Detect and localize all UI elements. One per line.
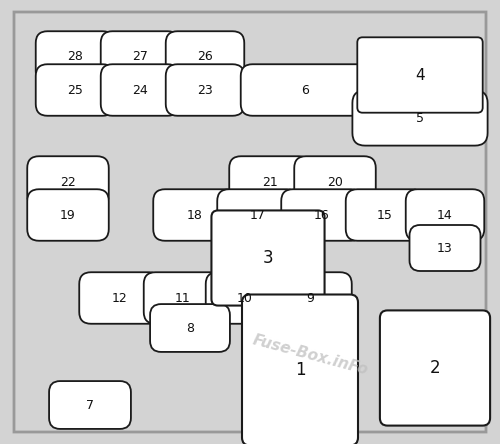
Text: 20: 20: [327, 175, 343, 189]
FancyBboxPatch shape: [150, 304, 230, 352]
FancyBboxPatch shape: [27, 156, 109, 208]
FancyBboxPatch shape: [242, 294, 358, 444]
FancyBboxPatch shape: [229, 156, 311, 208]
FancyBboxPatch shape: [49, 381, 131, 429]
FancyBboxPatch shape: [166, 31, 244, 83]
Text: 5: 5: [416, 111, 424, 124]
Text: 14: 14: [437, 209, 453, 222]
FancyBboxPatch shape: [27, 189, 109, 241]
Text: 17: 17: [250, 209, 266, 222]
FancyBboxPatch shape: [14, 12, 486, 432]
FancyBboxPatch shape: [346, 189, 424, 241]
FancyBboxPatch shape: [153, 189, 237, 241]
Text: 3: 3: [262, 249, 274, 267]
Text: 8: 8: [186, 321, 194, 334]
FancyBboxPatch shape: [206, 272, 284, 324]
Text: 11: 11: [175, 292, 191, 305]
Text: 18: 18: [187, 209, 203, 222]
Text: 21: 21: [262, 175, 278, 189]
Text: 7: 7: [86, 399, 94, 412]
FancyBboxPatch shape: [212, 210, 324, 305]
Text: 25: 25: [67, 83, 83, 96]
Text: 28: 28: [67, 51, 83, 63]
FancyBboxPatch shape: [217, 189, 299, 241]
FancyBboxPatch shape: [358, 37, 482, 113]
Text: 19: 19: [60, 209, 76, 222]
Text: 4: 4: [415, 67, 425, 83]
Text: 15: 15: [377, 209, 393, 222]
FancyBboxPatch shape: [294, 156, 376, 208]
FancyBboxPatch shape: [352, 91, 488, 146]
Text: 12: 12: [112, 292, 128, 305]
FancyBboxPatch shape: [100, 31, 180, 83]
FancyBboxPatch shape: [36, 64, 115, 116]
Text: 2: 2: [430, 359, 440, 377]
FancyBboxPatch shape: [281, 189, 363, 241]
Text: 23: 23: [197, 83, 213, 96]
FancyBboxPatch shape: [79, 272, 161, 324]
Text: 22: 22: [60, 175, 76, 189]
FancyBboxPatch shape: [144, 272, 222, 324]
Text: 16: 16: [314, 209, 330, 222]
FancyBboxPatch shape: [380, 310, 490, 426]
Text: 24: 24: [132, 83, 148, 96]
FancyBboxPatch shape: [240, 64, 370, 116]
Text: 6: 6: [301, 83, 309, 96]
Text: Fuse-Box.inFo: Fuse-Box.inFo: [250, 332, 370, 378]
FancyBboxPatch shape: [36, 31, 115, 83]
Text: 26: 26: [197, 51, 213, 63]
FancyBboxPatch shape: [166, 64, 244, 116]
Text: 1: 1: [294, 361, 306, 379]
FancyBboxPatch shape: [100, 64, 180, 116]
Text: 13: 13: [437, 242, 453, 254]
Text: 9: 9: [306, 292, 314, 305]
Text: 27: 27: [132, 51, 148, 63]
FancyBboxPatch shape: [410, 225, 480, 271]
FancyBboxPatch shape: [406, 189, 484, 241]
FancyBboxPatch shape: [268, 272, 352, 324]
Text: 10: 10: [237, 292, 253, 305]
